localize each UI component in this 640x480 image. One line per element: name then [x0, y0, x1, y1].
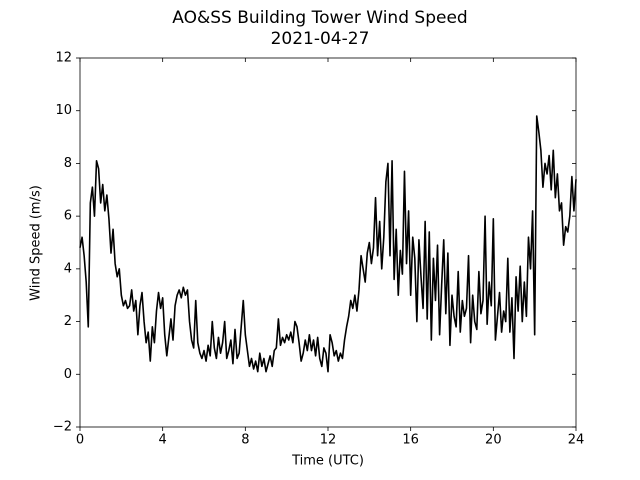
plot-frame [79, 57, 577, 428]
y-tick-label: 2 [64, 314, 72, 329]
x-axis-label: Time (UTC) [291, 454, 364, 469]
x-tick-label: 8 [241, 433, 249, 448]
y-axis-label: Wind Speed (m/s) [29, 185, 44, 301]
y-tick-label: 0 [64, 367, 72, 382]
x-tick-label: 12 [320, 433, 337, 448]
chart-title: AO&SS Building Tower Wind Speed [172, 8, 467, 28]
x-tick-label: 0 [76, 433, 84, 448]
y-tick-label: 10 [55, 103, 72, 118]
chart-subtitle: 2021-04-27 [271, 29, 370, 49]
y-tick-label: 8 [64, 156, 72, 171]
y-tick-label: −2 [53, 420, 72, 435]
x-tick-label: 16 [402, 433, 419, 448]
x-tick-label: 20 [485, 433, 502, 448]
y-tick-label: 12 [55, 51, 72, 66]
x-tick-label: 4 [159, 433, 167, 448]
line-series [79, 115, 577, 373]
y-tick-label: 4 [64, 261, 72, 276]
y-tick-label: 6 [64, 209, 72, 224]
x-tick-label: 24 [568, 433, 585, 448]
